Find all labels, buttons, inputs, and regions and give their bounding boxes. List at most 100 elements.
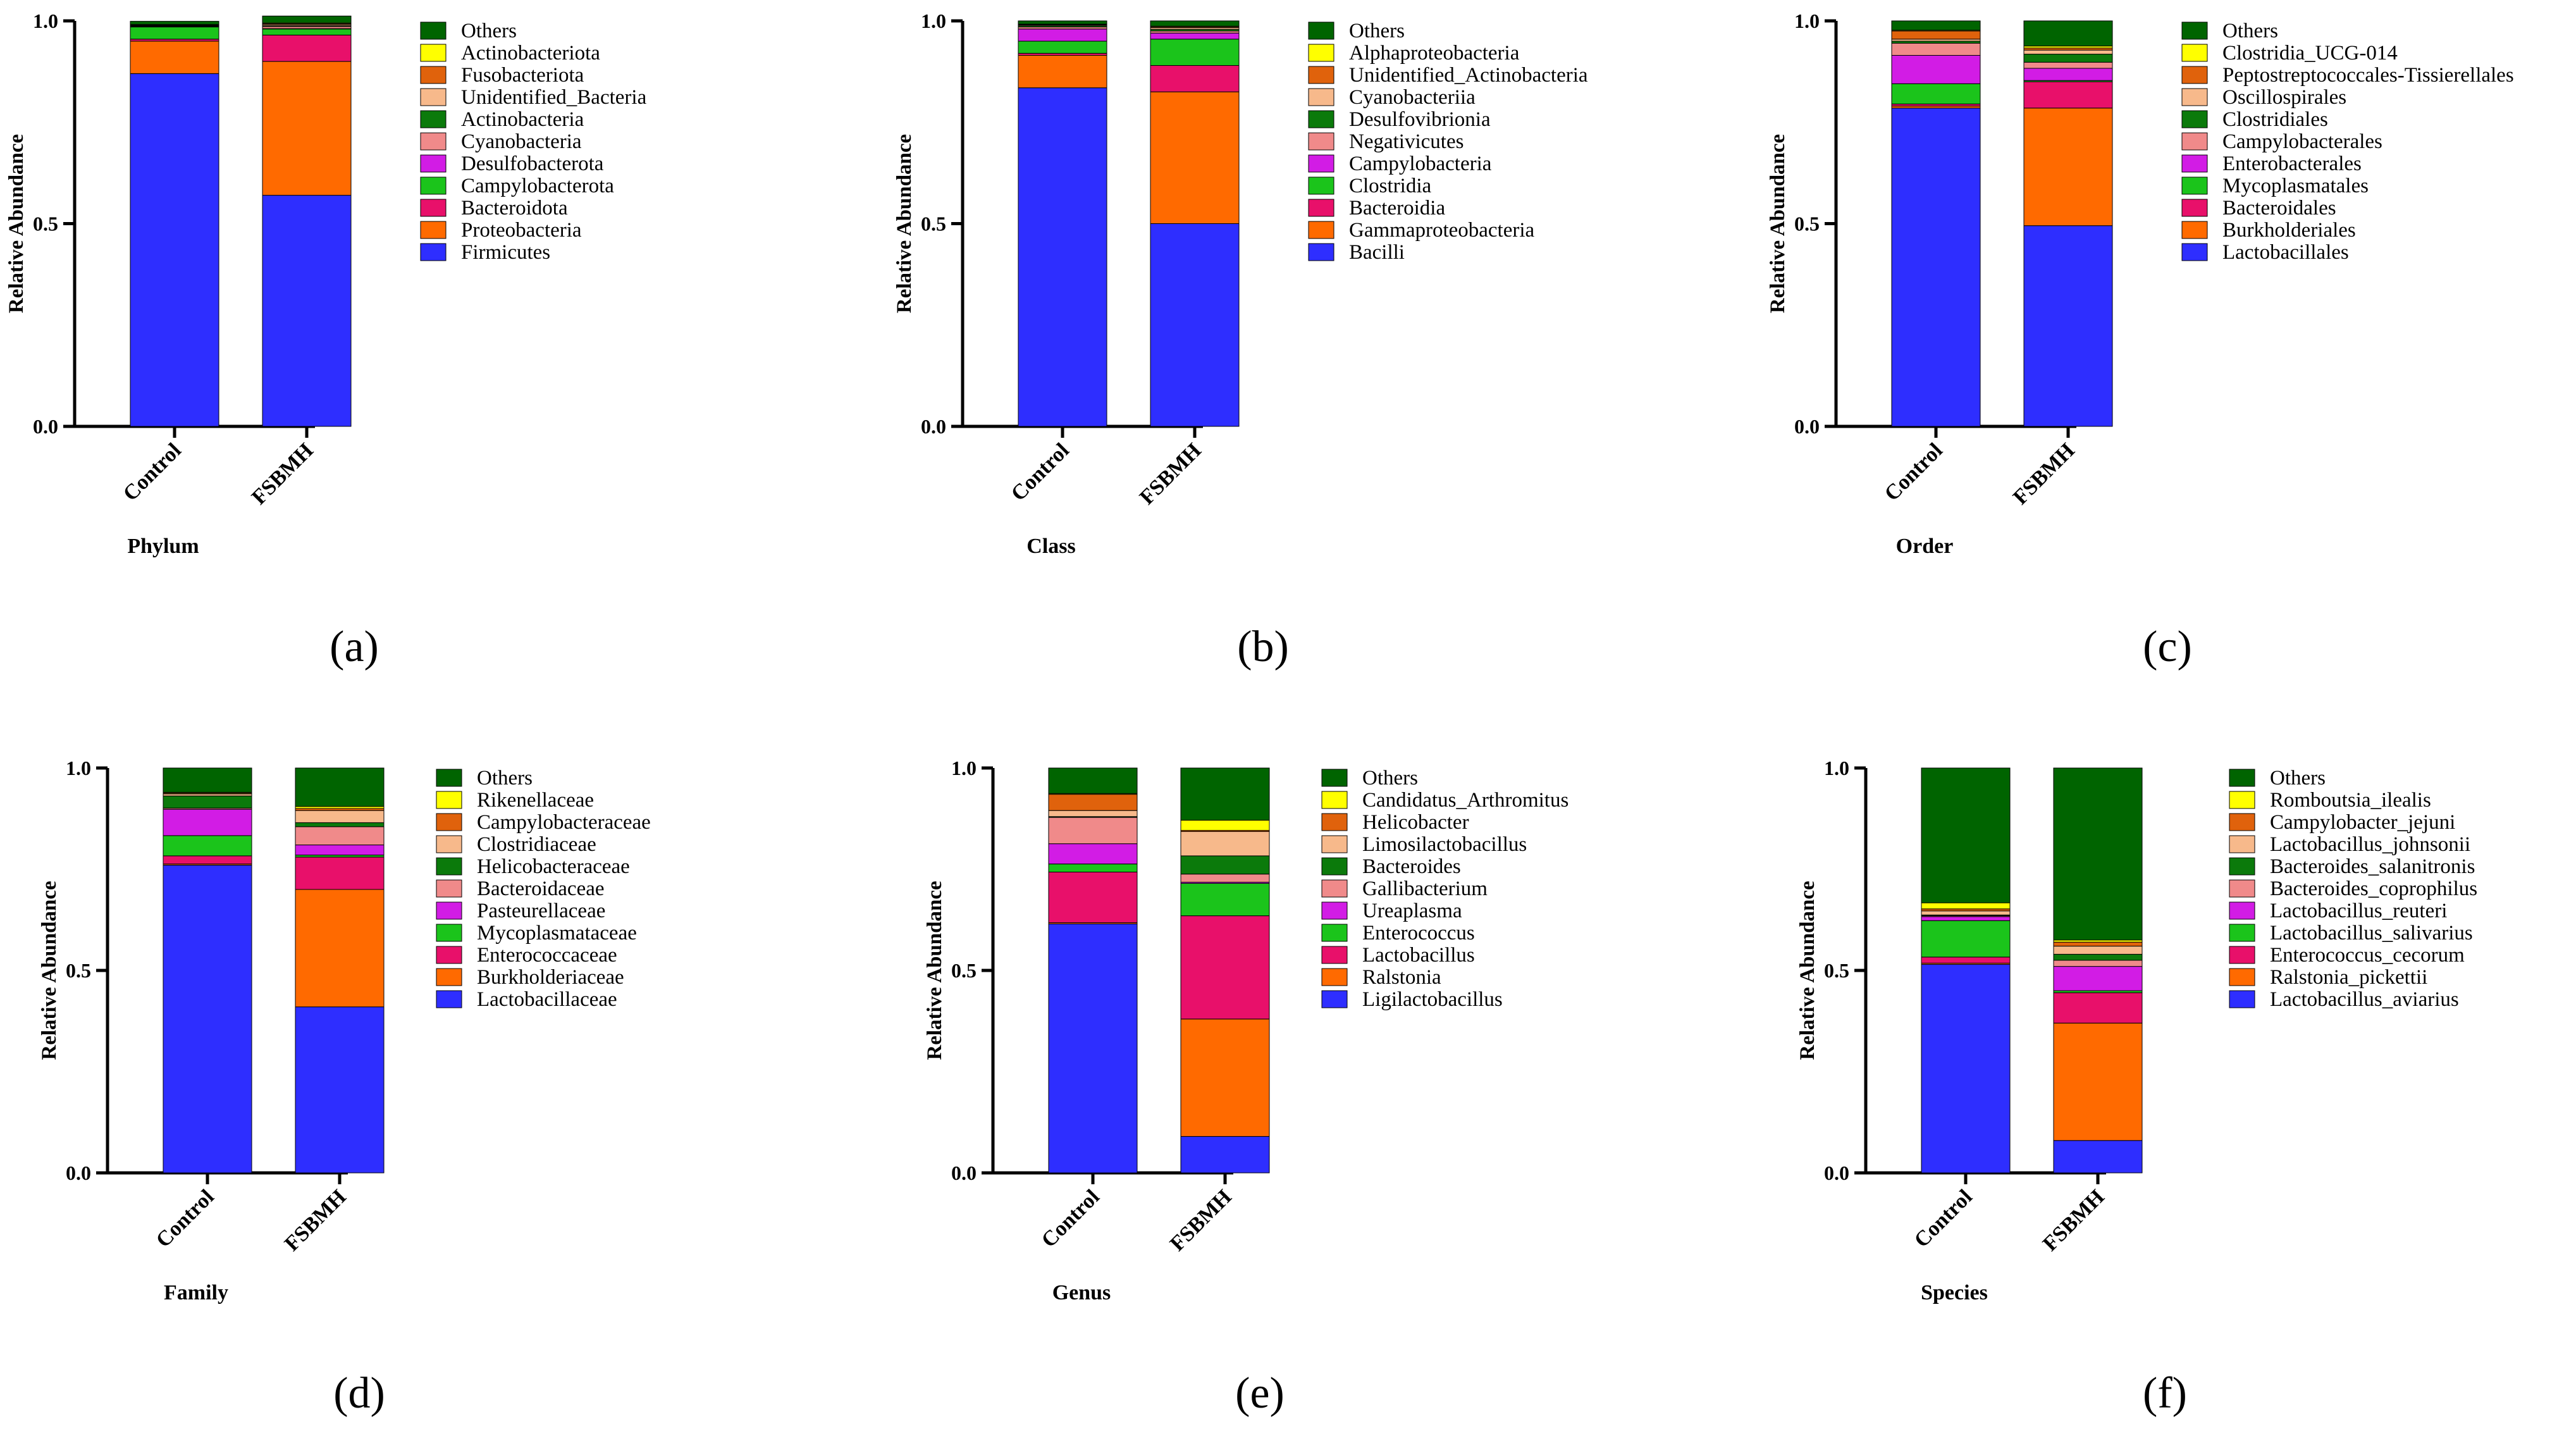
chart-panel-5: 0.0 0.5 1.0 Relative Abundance Control FSBMH G… — [923, 757, 1568, 1418]
bar-segment — [1018, 54, 1107, 89]
chart-panel-2: 0.0 0.5 1.0 Relative Abundance Control FSBMH C… — [893, 9, 1588, 671]
legend-label: Ligilactobacillus — [1362, 988, 1503, 1011]
legend-swatch — [436, 813, 462, 831]
bar-segment — [130, 21, 219, 25]
legend-label: Bacteroides_salanitronis — [2270, 855, 2475, 878]
legend-swatch — [420, 154, 447, 173]
x-axis-label: Genus — [1052, 1281, 1111, 1304]
y-tick-label: 1.0 — [921, 9, 946, 32]
legend-label: Bacteroidaceae — [477, 877, 605, 900]
bar-segment — [1048, 871, 1138, 923]
legend-swatch — [436, 835, 462, 853]
bar-segment — [1180, 883, 1270, 917]
y-tick-label: 1.0 — [1794, 9, 1820, 32]
legend-swatch — [1321, 813, 1348, 831]
chart-panel-3: 0.0 0.5 1.0 Relative Abundance Control FSBMH O… — [1766, 9, 2514, 671]
legend-swatch — [420, 22, 447, 40]
x-tick-label: Control — [152, 1185, 219, 1252]
legend-swatch — [1321, 968, 1348, 986]
y-tick-label: 0.0 — [1794, 415, 1820, 438]
bar-segment — [2053, 966, 2143, 991]
legend-label: Bacteroidia — [1349, 197, 1445, 220]
panel-label: (b) — [1237, 622, 1289, 671]
legend-label: Others — [2222, 20, 2278, 42]
bar-segment — [1921, 916, 2011, 921]
legend: OthersAlphaproteobacteriaUnidentified_Ac… — [1308, 20, 1588, 264]
bar-segment — [1180, 855, 1270, 875]
legend-swatch — [2181, 88, 2208, 106]
y-axis-label: Relative Abundance — [923, 881, 946, 1060]
legend-label: Enterobacterales — [2222, 152, 2362, 175]
legend-label: Others — [2270, 767, 2326, 790]
y-tick-label: 0.5 — [951, 959, 977, 982]
legend-swatch — [2181, 44, 2208, 62]
bar-segment — [130, 27, 219, 40]
legend-label: Clostridiales — [2222, 108, 2328, 131]
bar-segment — [295, 826, 385, 846]
bar-segment — [2023, 61, 2113, 69]
bar-segment — [1150, 39, 1240, 66]
legend-label: Bacilli — [1349, 241, 1405, 264]
bar-segment — [1018, 87, 1107, 427]
legend-swatch — [2181, 243, 2208, 261]
legend-label: Clostridia — [1349, 175, 1432, 197]
x-tick-label: FSBMH — [1135, 438, 1206, 509]
legend-label: Alphaproteobacteria — [1349, 42, 1520, 65]
legend-label: Burkholderiales — [2222, 219, 2356, 242]
legend-label: Ralstonia — [1362, 966, 1441, 989]
x-axis-label: Order — [1896, 535, 1954, 558]
legend-swatch — [2229, 857, 2255, 876]
legend-label: Rikenellaceae — [477, 789, 594, 812]
legend-label: Others — [1349, 20, 1405, 42]
bar-segment — [1891, 20, 1981, 31]
legend-swatch — [436, 946, 462, 964]
bar-segment — [1048, 794, 1138, 811]
bar-segment — [295, 822, 385, 827]
legend-swatch — [436, 968, 462, 986]
legend-label: Campylobacterota — [461, 175, 614, 197]
legend-swatch — [436, 901, 462, 920]
bar-segment — [2023, 81, 2113, 109]
bar-segment — [262, 61, 352, 196]
legend-label: Proteobacteria — [461, 219, 582, 242]
bar-segment — [2023, 108, 2113, 226]
bar-segment — [163, 855, 252, 865]
y-tick-label: 1.0 — [951, 757, 977, 779]
legend-swatch — [436, 990, 462, 1008]
legend-swatch — [2181, 22, 2208, 40]
bar-segment — [1018, 28, 1107, 42]
bar-segment — [262, 195, 352, 427]
bar-segment — [1018, 40, 1107, 54]
y-axis-label: Relative Abundance — [1796, 881, 1819, 1060]
legend-swatch — [2181, 177, 2208, 195]
bar-segment — [2053, 1022, 2143, 1141]
legend-label: Enterococcus — [1362, 922, 1475, 944]
bar-segment — [2053, 767, 2143, 941]
legend-swatch — [2229, 835, 2255, 853]
x-tick-label: FSBMH — [247, 438, 318, 509]
y-tick-label: 1.0 — [1824, 757, 1849, 779]
legend-label: Mycoplasmatales — [2222, 175, 2369, 197]
x-axis-label: Class — [1026, 535, 1075, 558]
legend-label: Bacteroides_coprophilus — [2270, 877, 2477, 900]
chart-panel-6: 0.0 0.5 1.0 Relative Abundance Control FSBMH S… — [1796, 757, 2477, 1418]
y-tick-label: 0.5 — [1794, 213, 1820, 235]
bar-segment — [1891, 108, 1981, 427]
x-tick-label: Control — [1037, 1185, 1104, 1252]
legend-label: Campylobacteria — [1349, 152, 1492, 175]
x-tick-label: FSBMH — [1166, 1185, 1236, 1256]
y-tick-label: 0.5 — [33, 213, 58, 235]
legend-swatch — [1308, 132, 1334, 151]
legend-swatch — [1321, 857, 1348, 876]
legend-label: Mycoplasmataceae — [477, 922, 637, 944]
bar-segment — [2053, 960, 2143, 967]
legend-swatch — [2229, 813, 2255, 831]
bar-segment — [1150, 65, 1240, 92]
bar-segment — [2023, 49, 2113, 55]
legend-swatch — [420, 199, 447, 217]
bar-segment — [1048, 843, 1138, 865]
legend-label: Campylobacter_jejuni — [2270, 811, 2455, 834]
legend: OthersRomboutsia_ilealisCampylobacter_je… — [2229, 767, 2477, 1011]
legend-swatch — [436, 857, 462, 876]
legend-label: Desulfovibrionia — [1349, 108, 1491, 131]
